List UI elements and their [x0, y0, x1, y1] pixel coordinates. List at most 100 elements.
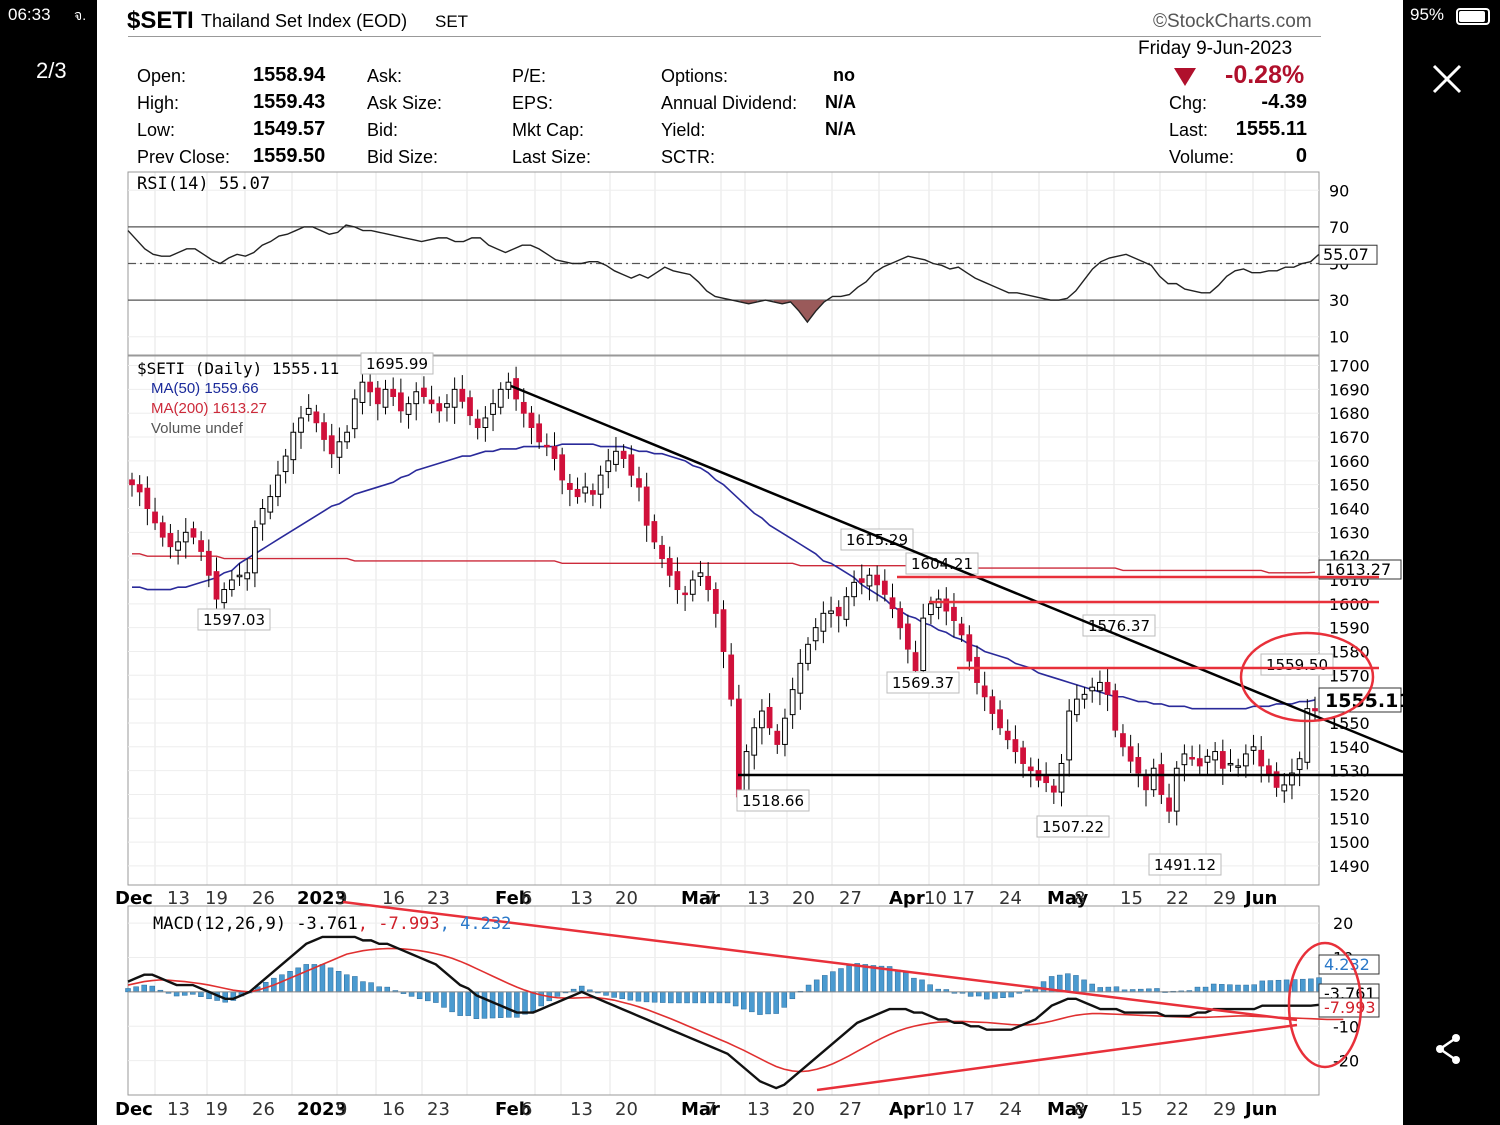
candle-body [689, 579, 696, 595]
candle-body [428, 399, 435, 405]
candle [705, 562, 712, 602]
price-legend: $SETI (Daily) 1555.11 [137, 359, 340, 378]
candle [628, 445, 635, 488]
annual-dividend-value: N/A [825, 92, 856, 112]
macd-x-tick-label: Jun [1243, 1099, 1277, 1120]
histogram-bar [133, 986, 139, 993]
histogram-bar [927, 984, 933, 993]
candle-body [305, 407, 312, 415]
macd-x-tick-label: 13 [747, 1099, 770, 1120]
price-tick-label: 1590 [1329, 619, 1370, 638]
candle-body [1081, 693, 1088, 700]
histogram-bar [919, 979, 925, 993]
open-value: 1558.94 [253, 64, 326, 86]
last-size-label: Last Size: [512, 147, 592, 167]
ma200-line [132, 553, 1316, 574]
histogram-bar [813, 979, 820, 993]
price-x-tick-label: 22 [1166, 888, 1189, 909]
candle-body [1050, 785, 1057, 793]
candle-body [421, 387, 427, 398]
low-value: 1549.57 [253, 118, 326, 140]
price-tick-label: 1520 [1329, 785, 1370, 804]
candle-body [198, 540, 205, 552]
candle-body [1166, 797, 1172, 812]
candle-body [951, 606, 957, 622]
candle [1227, 749, 1234, 772]
candle [1050, 778, 1057, 804]
candle-body [267, 496, 274, 513]
candle [390, 377, 397, 407]
candle-body [328, 435, 335, 455]
macd-x-tick-label: 13 [167, 1099, 190, 1120]
candle [267, 484, 274, 520]
candle-body [1235, 765, 1242, 768]
price-tick-label: 1550 [1329, 714, 1370, 733]
candle-body [1073, 698, 1080, 716]
annual-dividend-label: Annual Dividend: [661, 93, 798, 113]
candle-body [966, 634, 973, 662]
candle-body [843, 596, 850, 620]
candle-body [144, 487, 151, 510]
candle-body [497, 388, 504, 408]
macd-x-tick-label: 6 [521, 1099, 532, 1120]
price-x-tick-label: 29 [1213, 888, 1236, 909]
candle [874, 565, 881, 602]
price-tick-label: 1640 [1329, 500, 1370, 519]
candle-body [1089, 686, 1096, 692]
histogram-bar [708, 991, 715, 1004]
candle [735, 684, 742, 807]
drawn-annotations [342, 384, 1403, 1092]
candle-body [152, 511, 158, 524]
candle-body [1250, 746, 1257, 751]
candle-body [1189, 757, 1195, 760]
price-x-tick-label: 20 [615, 888, 638, 909]
histogram-bar [352, 976, 358, 993]
histogram-bar [1113, 986, 1120, 993]
candle [1266, 758, 1272, 783]
candle [1173, 761, 1180, 826]
close-button[interactable] [1428, 60, 1466, 98]
candle [636, 466, 642, 502]
price-x-tick-label: 13 [747, 888, 770, 909]
macd-trend-line-lower [816, 1023, 1298, 1092]
histogram-bar [1154, 988, 1160, 993]
price-tick-label: 1510 [1329, 809, 1370, 828]
candle-body [252, 527, 258, 574]
last-price-box [1318, 687, 1402, 713]
candle-body [705, 575, 712, 591]
candle-body [958, 623, 965, 636]
macd-x-tick-label: Mar [681, 1099, 720, 1120]
price-annotation: 1597.03 [203, 611, 265, 629]
histogram-bar [1097, 987, 1103, 993]
share-button[interactable] [1432, 1032, 1466, 1066]
candle-body [759, 710, 765, 729]
candle [620, 444, 627, 468]
histogram-bar [1219, 984, 1225, 993]
histogram-bar [805, 984, 812, 993]
candle-body [989, 696, 996, 714]
rsi-value-box [1318, 244, 1378, 265]
candle [643, 472, 650, 542]
candle [812, 618, 819, 651]
histogram-bar [173, 991, 180, 997]
candle-body [597, 474, 604, 495]
candle [1097, 670, 1103, 706]
price-annotation: 1695.99 [366, 355, 428, 373]
candle [428, 385, 435, 414]
status-bar: 06:33 จ. 95% [0, 0, 1500, 30]
candle-body [820, 612, 827, 632]
price-annotation-box [1036, 815, 1110, 838]
candle [666, 546, 673, 588]
candle [981, 671, 988, 712]
price-x-tick-label: 13 [570, 888, 593, 909]
candle-body [897, 608, 904, 629]
histogram-bar [303, 964, 309, 993]
price-x-tick-label: 13 [167, 888, 190, 909]
price-annotation-box [736, 789, 810, 812]
candle [1196, 744, 1203, 776]
candle-body [313, 411, 320, 424]
candle [1219, 739, 1226, 785]
candle-body [1058, 762, 1065, 793]
histogram-bar [457, 991, 463, 1016]
price-annotation-box [886, 671, 960, 694]
